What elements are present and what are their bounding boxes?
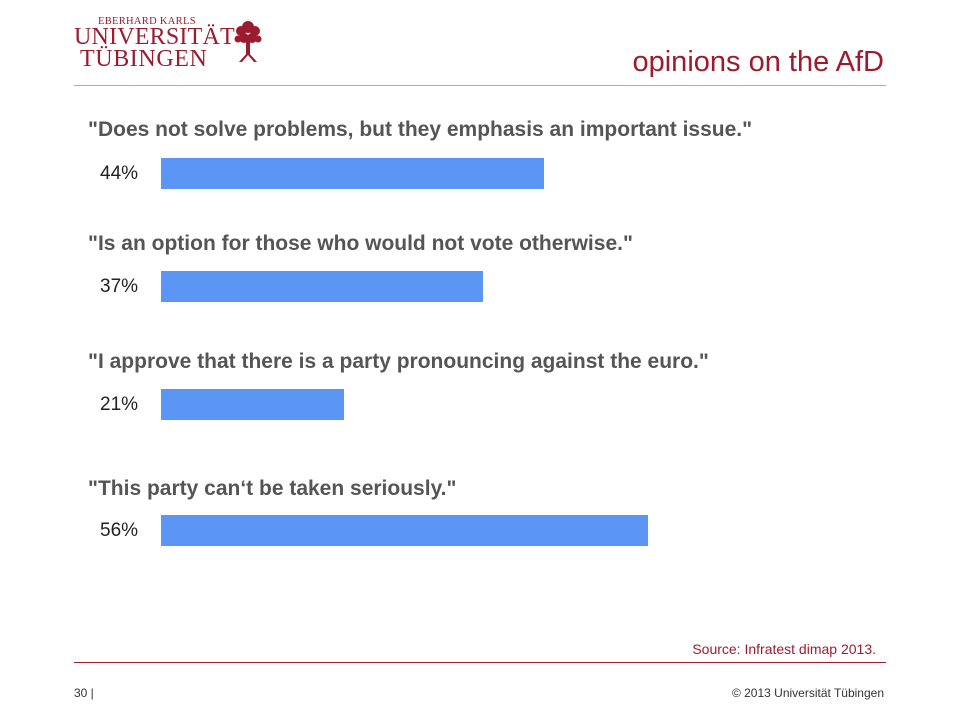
value-label: 21% (100, 394, 139, 415)
logo-line-1: UNIVERSITÄT (74, 24, 235, 50)
page-number: 30 | (74, 686, 94, 700)
value-label: 37% (100, 276, 139, 297)
tree-icon (234, 21, 262, 62)
question-label: "Is an option for those who would not vo… (88, 232, 633, 255)
question-label: "This party can‘t be taken seriously." (88, 477, 457, 500)
copyright-text: © 2013 Universität Tübingen (731, 686, 884, 700)
value-label: 56% (100, 520, 139, 541)
logo-small-line: EBERHARD KARLS (98, 16, 196, 27)
header-divider (74, 85, 886, 86)
bar (161, 389, 344, 420)
university-logo: EBERHARD KARLS UNIVERSITÄT TÜBINGEN (74, 14, 274, 74)
footer-divider (74, 662, 886, 663)
source-note: Source: Infratest dimap 2013. (692, 641, 876, 657)
question-label: "Does not solve problems, but they empha… (88, 118, 753, 141)
value-label: 44% (100, 163, 139, 184)
bar (161, 515, 648, 546)
bar (161, 158, 544, 189)
logo-line-2: TÜBINGEN (80, 46, 208, 72)
question-label: "I approve that there is a party pronoun… (88, 350, 709, 373)
bar (161, 271, 483, 302)
page-title: opinions on the AfD (632, 46, 884, 78)
